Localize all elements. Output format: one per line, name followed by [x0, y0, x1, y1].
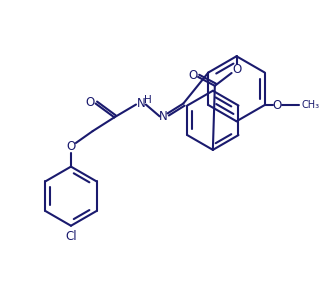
Text: H: H [144, 94, 152, 105]
Text: O: O [85, 96, 94, 109]
Text: O: O [232, 63, 241, 76]
Text: CH₃: CH₃ [301, 100, 319, 110]
Text: O: O [188, 69, 198, 82]
Text: Cl: Cl [65, 230, 77, 243]
Text: N: N [137, 97, 145, 110]
Text: O: O [66, 140, 76, 153]
Text: O: O [273, 98, 282, 111]
Text: N: N [159, 110, 168, 123]
